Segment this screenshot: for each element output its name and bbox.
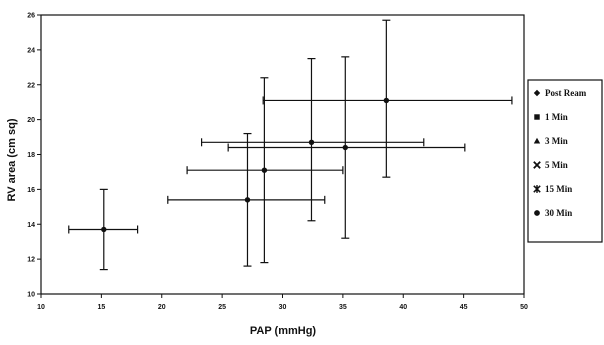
- x-tick-label: 30: [279, 304, 287, 311]
- x-axis-title: PAP (mmHg): [250, 325, 317, 337]
- data-point: [101, 226, 107, 233]
- data-point: [244, 197, 251, 203]
- legend-item: 3 Min: [533, 136, 568, 146]
- y-tick-label: 12: [27, 257, 35, 264]
- data-point: [342, 144, 348, 151]
- y-tick-label: 20: [27, 117, 35, 124]
- legend-marker-x-icon: [533, 161, 541, 169]
- y-tick-label: 22: [27, 82, 35, 89]
- x-tick-label: 10: [37, 304, 45, 311]
- legend-item: 15 Min: [533, 184, 572, 194]
- x-axis-ticks: 10 15 20 25 30 35 40 45 50: [37, 294, 528, 311]
- data-point: [261, 167, 268, 173]
- legend-box: [527, 79, 603, 243]
- legend-marker-circle-icon: [534, 210, 540, 216]
- series-group: [68, 188, 139, 271]
- y-tick-label: 10: [27, 292, 35, 299]
- plot-area-border: [40, 14, 525, 295]
- data-point: [308, 139, 315, 145]
- legend-label: 3 Min: [545, 136, 568, 146]
- legend-marker-triangle-icon: [533, 137, 541, 144]
- legend-marker-square-icon: [534, 114, 540, 120]
- legend-marker-asterisk-icon: [533, 185, 541, 193]
- legend-label: 30 Min: [545, 208, 572, 218]
- legend-item: Post Ream: [533, 88, 587, 98]
- x-tick-label: 25: [218, 304, 226, 311]
- x-tick-label: 40: [399, 304, 407, 311]
- plot-frame: [40, 14, 525, 295]
- y-axis-title: RV area (cm sq): [6, 118, 18, 201]
- x-tick-label: 50: [520, 304, 528, 311]
- y-tick-label: 26: [27, 13, 35, 20]
- y-tick-label: 24: [27, 47, 35, 54]
- series-group: [186, 77, 344, 264]
- data-point: [383, 97, 390, 104]
- y-tick-label: 16: [27, 187, 35, 194]
- series-group: [200, 57, 425, 222]
- legend-marker-diamond-icon: [533, 89, 541, 97]
- y-tick-label: 18: [27, 152, 35, 159]
- legend-item: 30 Min: [534, 208, 572, 218]
- legend-label: 15 Min: [545, 184, 572, 194]
- series-group: [167, 132, 326, 267]
- x-tick-label: 35: [339, 304, 347, 311]
- legend-label: 1 Min: [545, 112, 568, 122]
- legend-item: 1 Min: [534, 112, 568, 122]
- y-tick-label: 14: [27, 222, 35, 229]
- x-tick-label: 20: [158, 304, 166, 311]
- series-group: [262, 19, 513, 178]
- series-layer: [68, 19, 513, 271]
- legend-label: 5 Min: [545, 160, 568, 170]
- legend-item: 5 Min: [533, 160, 568, 170]
- x-tick-label: 15: [97, 304, 105, 311]
- legend-label: Post Ream: [545, 88, 587, 98]
- legend: Post Ream 1 Min 3 Min 5 Min 15 Min 30 Min: [527, 79, 603, 243]
- x-tick-label: 45: [460, 304, 468, 311]
- series-group: [227, 56, 466, 239]
- y-axis-ticks: 10 12 14 16 18 20 22 24 26: [27, 13, 41, 299]
